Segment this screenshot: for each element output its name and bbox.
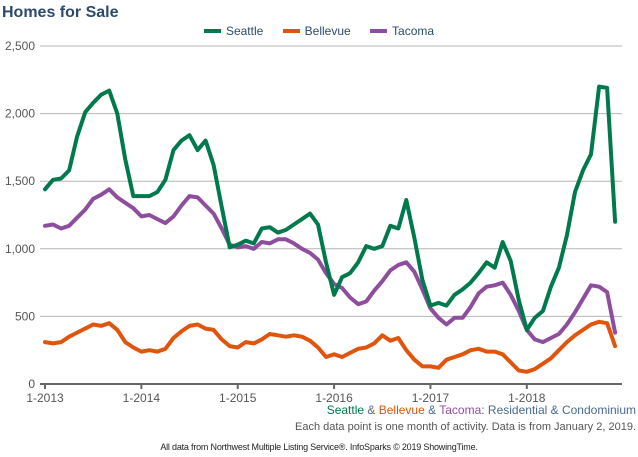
y-tick-label: 2,500 — [5, 39, 35, 53]
x-axis: 1-2013 1-2014 1-2015 1-2016 1-2017 1-2018 — [26, 383, 622, 405]
chart-title: Homes for Sale — [2, 4, 119, 21]
legend-swatch-tacoma — [370, 28, 388, 33]
y-axis-ticks: 0 500 1,000 1,500 2,000 2,500 — [5, 39, 35, 391]
legend-item-seattle[interactable]: Seattle — [203, 24, 264, 38]
x-tick-label: 1-2016 — [315, 391, 353, 405]
series-line-bellevue[interactable] — [43, 319, 618, 374]
legend-item-bellevue[interactable]: Bellevue — [282, 24, 351, 38]
subtitle-tacoma: Tacoma — [439, 403, 482, 417]
y-tick-label: 0 — [28, 377, 35, 391]
series-lines — [43, 84, 618, 374]
series-line-tacoma[interactable] — [43, 187, 618, 345]
legend-swatch-seattle — [203, 28, 221, 33]
y-tick-label: 1,500 — [5, 174, 35, 188]
subtitle-amp-1: & — [364, 403, 379, 417]
y-tick-label: 2,000 — [5, 107, 35, 121]
y-tick-label: 1,000 — [5, 242, 35, 256]
chart-subtitle: Seattle & Bellevue & Tacoma: Residential… — [327, 403, 636, 417]
legend-swatch-bellevue — [282, 28, 300, 33]
chart-legend: Seattle Bellevue Tacoma — [0, 24, 638, 38]
legend-label-bellevue: Bellevue — [304, 24, 351, 38]
footer-credit: All data from Northwest Multiple Listing… — [160, 442, 478, 452]
x-tick-label: 1-2015 — [219, 391, 257, 405]
subtitle-bellevue: Bellevue — [378, 403, 425, 417]
x-tick-label: 1-2018 — [508, 391, 546, 405]
x-tick-label: 1-2013 — [26, 391, 64, 405]
data-note: Each data point is one month of activity… — [295, 421, 636, 433]
x-tick-label: 1-2014 — [123, 391, 161, 405]
subtitle-seattle: Seattle — [326, 403, 365, 417]
subtitle-rest: : Residential & Condominium — [481, 403, 636, 417]
legend-label-tacoma: Tacoma — [392, 24, 435, 38]
subtitle-amp-2: & — [424, 403, 440, 417]
series-line-seattle[interactable] — [43, 84, 618, 332]
x-tick-label: 1-2017 — [412, 391, 450, 405]
legend-item-tacoma[interactable]: Tacoma — [370, 24, 434, 38]
y-tick-label: 500 — [15, 309, 35, 323]
legend-label-seattle: Seattle — [225, 24, 264, 38]
